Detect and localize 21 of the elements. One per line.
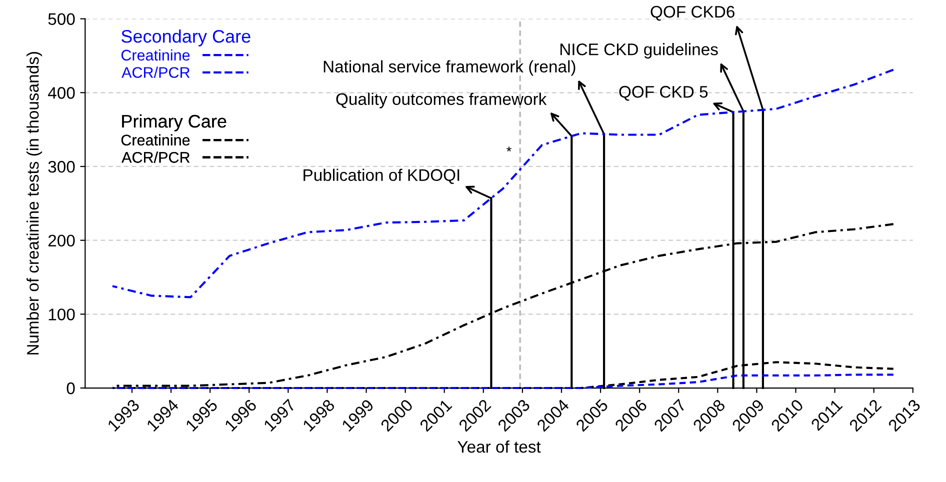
y-axis-title: Number of creatinine tests (in thousands) <box>26 52 42 354</box>
y-tick-label: 500 <box>48 13 75 25</box>
x-axis-title: Year of test <box>458 440 541 453</box>
legend-label: ACR/PCR <box>122 66 190 78</box>
ref-line-label: Quality outcomes framework <box>336 92 547 108</box>
y-tick-label: 0 <box>66 382 75 394</box>
y-tick-label: 100 <box>48 308 75 320</box>
ref-line-label: * <box>506 146 512 152</box>
ref-line-label: NICE CKD guidelines <box>560 43 718 59</box>
y-tick-label: 400 <box>48 87 75 99</box>
ref-line-label: Publication of KDOQI <box>304 168 460 184</box>
legend-label: ACR/PCR <box>122 152 190 163</box>
y-tick-label: 200 <box>48 234 75 247</box>
legend-label: Creatinine <box>121 49 190 61</box>
y-tick-label: 300 <box>48 160 75 173</box>
ref-line-label: National service framework (renal) <box>324 60 576 76</box>
legend-label: Creatinine <box>121 134 190 146</box>
text: Primary Care <box>122 114 226 132</box>
ref-line-label: QOF CKD 5 <box>619 86 708 101</box>
text: Secondary Care <box>121 29 250 46</box>
ref-line-label: QOF CKD6 <box>650 6 734 21</box>
